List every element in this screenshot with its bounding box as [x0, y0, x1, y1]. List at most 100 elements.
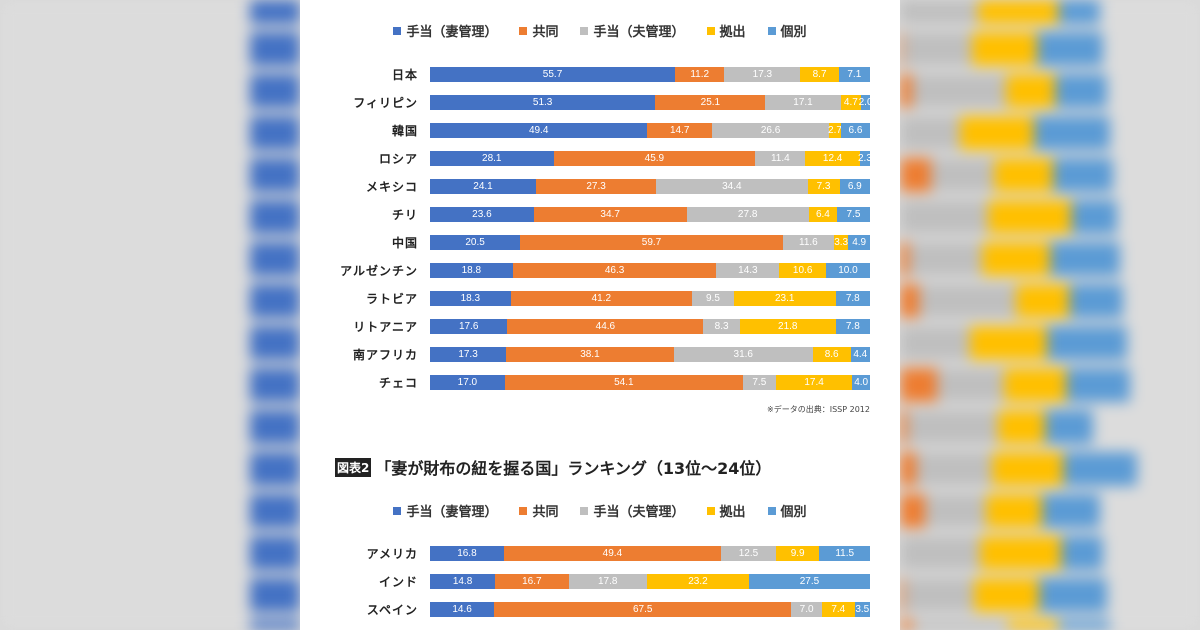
- legend-swatch: [580, 26, 589, 35]
- bar-segment: 10.0: [825, 263, 870, 278]
- legend-swatch: [519, 26, 528, 35]
- bar-segment: 7.5: [742, 375, 776, 390]
- bar-segment: 14.6: [430, 602, 495, 617]
- chart2-title: 図表2 「妻が財布の紐を握る国」ランキング（13位～24位）: [335, 455, 771, 479]
- bar-segment: 11.5: [819, 546, 870, 561]
- bar-segment: 21.8: [739, 319, 836, 334]
- bar-segment: 11.2: [675, 67, 725, 82]
- legend-item: 手当（妻管理）: [393, 21, 497, 40]
- bar-segment: 8.6: [812, 347, 851, 362]
- legend-item: 拠出: [706, 21, 746, 40]
- legend-label: 個別: [780, 25, 807, 40]
- bar-segment: 55.7: [430, 67, 676, 82]
- bar-segment: 4.9: [848, 235, 870, 250]
- category-label: ロシア: [378, 152, 418, 166]
- stacked-bar: 18.8 46.3 14.3 10.6 10.0: [430, 263, 870, 278]
- stacked-bar: 20.5 59.7 11.6 3.3 4.9: [430, 235, 870, 250]
- bar-row: スペイン 14.6 67.5 7.0 7.4 3.5: [300, 602, 900, 617]
- stacked-bar: 18.3 41.2 9.5 23.1 7.8: [430, 291, 870, 306]
- bar-segment: 28.1: [430, 151, 554, 166]
- legend-item: 個別: [767, 501, 807, 520]
- category-label: アルゼンチン: [340, 264, 418, 278]
- chart-panel: 手当（妻管理） 共同 手当（夫管理） 拠出 個別 日本 55.7 11.2 17.3 8.7 7.…: [300, 0, 900, 630]
- legend-swatch: [519, 506, 528, 515]
- legend-item: 手当（妻管理）: [393, 501, 497, 520]
- bar-segment: 7.1: [838, 67, 870, 82]
- stacked-bar: 17.3 38.1 31.6 8.6 4.4: [430, 347, 870, 362]
- bar-segment: 17.8: [568, 574, 647, 589]
- bar-row: アルゼンチン 18.8 46.3 14.3 10.6 10.0: [300, 263, 900, 278]
- legend-label: 共同: [532, 25, 559, 40]
- bar-segment: 54.1: [504, 375, 743, 390]
- bar-segment: 9.5: [692, 291, 734, 306]
- bar-segment: 4.7: [840, 95, 862, 110]
- bar-row: リトアニア 17.6 44.6 8.3 21.8 7.8: [300, 319, 900, 334]
- bar-segment: 6.4: [808, 207, 837, 222]
- legend-label: 共同: [532, 505, 559, 520]
- legend-item: 共同: [519, 501, 558, 520]
- stacked-bar: 24.1 27.3 34.4 7.3 6.9: [430, 179, 870, 194]
- bar-segment: 11.6: [782, 235, 834, 250]
- bar-segment: 38.1: [506, 347, 674, 362]
- stacked-bar: 17.0 54.1 7.5 17.4 4.0: [430, 375, 870, 390]
- blurred-background-left: [0, 0, 300, 630]
- bar-row: ロシア 28.1 45.9 11.4 12.4 2.3: [300, 151, 900, 166]
- bar-segment: 67.5: [494, 602, 792, 617]
- legend-label: 手当（妻管理）: [406, 505, 498, 520]
- bar-segment: 18.8: [430, 263, 513, 278]
- bar-segment: 9.9: [775, 546, 820, 561]
- legend-item: 個別: [767, 21, 807, 40]
- bar-row: 韓国 49.4 14.7 26.6 2.7 6.6: [300, 123, 900, 138]
- bar-segment: 17.6: [430, 319, 508, 334]
- chart2-title-tag: 図表2: [335, 457, 372, 477]
- category-label: 日本: [391, 68, 418, 82]
- bar-segment: 46.3: [512, 263, 717, 278]
- bar-row: 南アフリカ 17.3 38.1 31.6 8.6 4.4: [300, 347, 900, 362]
- bar-segment: 7.8: [835, 291, 870, 306]
- stacked-bar: 14.6 67.5 7.0 7.4 3.5: [430, 602, 870, 617]
- bar-segment: 27.3: [536, 179, 657, 194]
- stacked-bar: 14.8 16.7 17.8 23.2 27.5: [430, 574, 870, 589]
- bar-segment: 7.8: [835, 319, 870, 334]
- legend-swatch: [767, 506, 776, 515]
- category-label: インド: [378, 575, 418, 589]
- legend-label: 手当（妻管理）: [406, 25, 498, 40]
- bar-segment: 7.3: [807, 179, 840, 194]
- bar-segment: 17.3: [430, 347, 507, 362]
- bar-segment: 17.1: [765, 95, 841, 110]
- bar-segment: 59.7: [520, 235, 783, 250]
- legend-label: 個別: [780, 505, 807, 520]
- stacked-bar: 49.4 14.7 26.6 2.7 6.6: [430, 123, 870, 138]
- legend-swatch: [393, 506, 402, 515]
- stacked-bar: 55.7 11.2 17.3 8.7 7.1: [430, 67, 870, 82]
- bar-segment: 31.6: [673, 347, 813, 362]
- bar-segment: 12.5: [720, 546, 776, 561]
- legend-swatch: [393, 26, 402, 35]
- bar-segment: 16.8: [430, 546, 504, 561]
- category-label: アメリカ: [366, 547, 418, 561]
- bar-segment: 7.4: [822, 602, 855, 617]
- bar-segment: 14.7: [647, 123, 713, 138]
- bar-segment: 24.1: [430, 179, 537, 194]
- bar-segment: 26.6: [712, 123, 830, 138]
- bar-row: インド 14.8 16.7 17.8 23.2 27.5: [300, 574, 900, 589]
- bar-row: 日本 55.7 11.2 17.3 8.7 7.1: [300, 67, 900, 82]
- bar-segment: 2.7: [828, 123, 842, 138]
- bar-segment: 41.2: [510, 291, 693, 306]
- category-label: メキシコ: [365, 180, 418, 194]
- bar-segment: 23.1: [733, 291, 836, 306]
- category-label: ラトビア: [365, 292, 418, 306]
- legend-swatch: [580, 506, 589, 515]
- category-label: 韓国: [391, 124, 418, 138]
- bar-segment: 2.0: [858, 95, 873, 110]
- bar-segment: 27.5: [748, 574, 870, 589]
- bar-segment: 14.8: [430, 574, 496, 589]
- bar-segment: 12.4: [805, 151, 860, 166]
- bar-row: ラトビア 18.3 41.2 9.5 23.1 7.8: [300, 291, 900, 306]
- stacked-bar: 28.1 45.9 11.4 12.4 2.3: [430, 151, 872, 166]
- legend-item: 共同: [519, 21, 558, 40]
- bar-row: メキシコ 24.1 27.3 34.4 7.3 6.9: [300, 179, 900, 194]
- category-label: リトアニア: [353, 320, 418, 334]
- bar-segment: 18.3: [430, 291, 511, 306]
- bar-segment: 8.7: [800, 67, 839, 82]
